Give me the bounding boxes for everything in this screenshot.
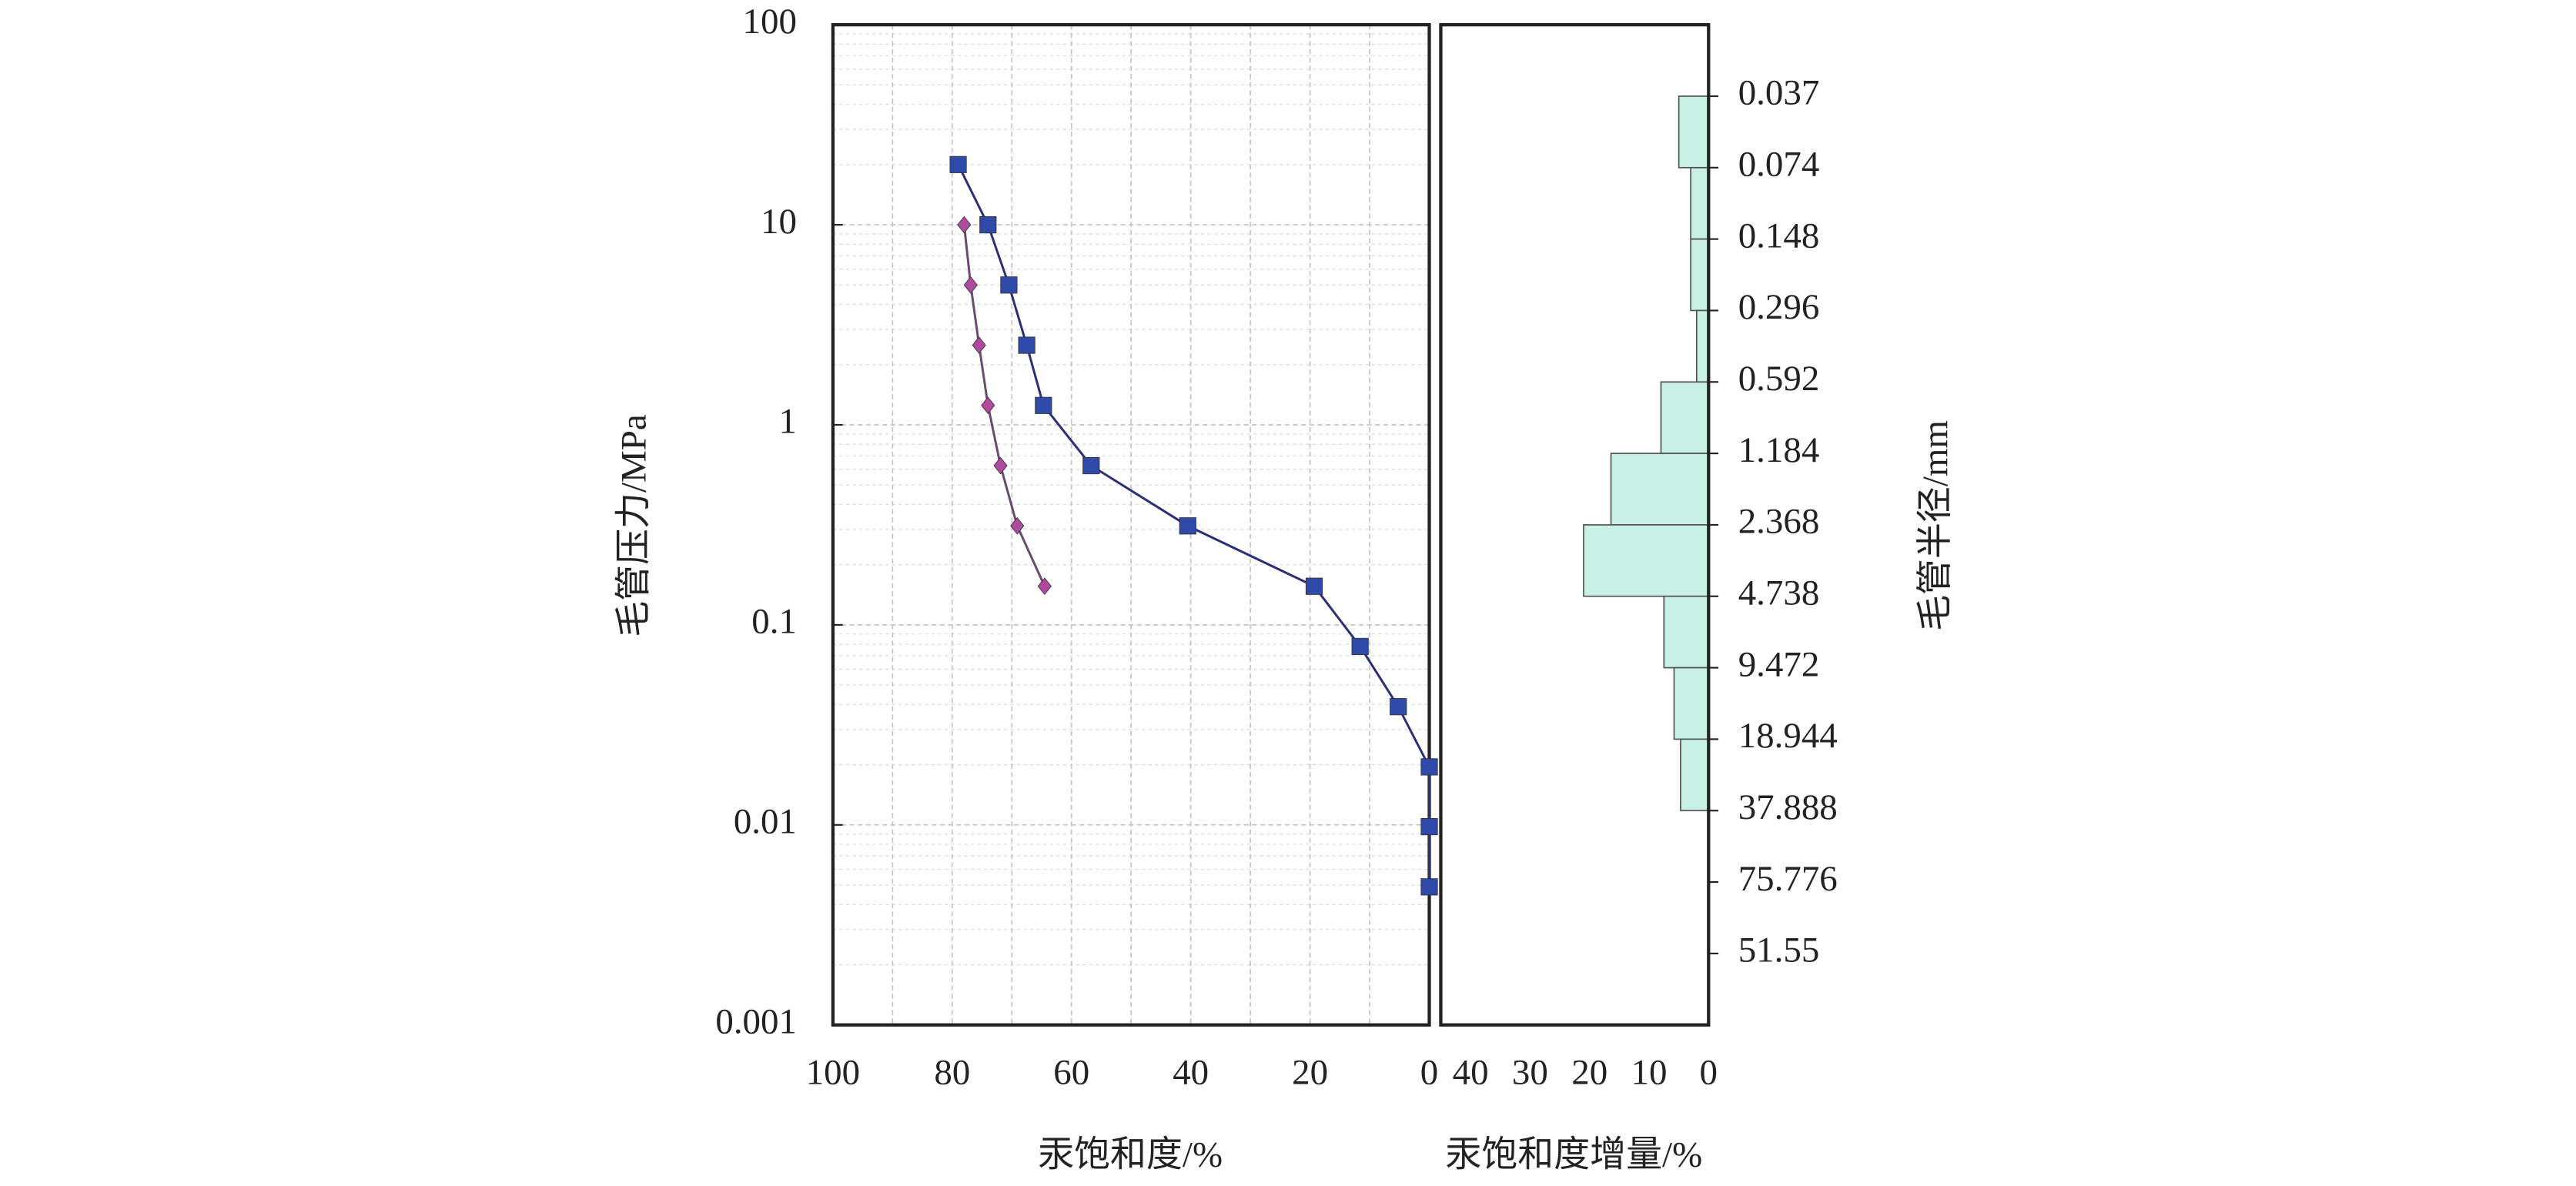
x-tick-label: 100: [806, 1053, 860, 1093]
bar: [1583, 524, 1710, 597]
y-tick-label: 0.01: [734, 802, 797, 842]
y-tick-label: 0.1: [751, 602, 797, 642]
x-tick-label: 60: [1053, 1053, 1089, 1093]
y-tick-label: 2.368: [1738, 502, 1820, 542]
y-tick-label: 0.148: [1738, 215, 1820, 256]
marker: [981, 396, 995, 415]
marker: [993, 456, 1008, 475]
y-tick-label: 1: [778, 402, 796, 442]
plot-frame: [831, 23, 1431, 1027]
bar: [1690, 166, 1710, 240]
marker: [963, 276, 978, 294]
marker: [1018, 336, 1035, 354]
y-tick-label: 51.55: [1738, 930, 1820, 971]
plot-frame: [1439, 23, 1711, 1027]
x-tick-label: 40: [1173, 1053, 1209, 1093]
y-tick-label: 9.472: [1738, 644, 1820, 684]
marker: [1420, 878, 1438, 896]
x-tick-label: 10: [1631, 1053, 1668, 1093]
y-tick-label: 1.184: [1738, 430, 1820, 470]
y-tick-label: 4.738: [1738, 573, 1820, 613]
bar: [1695, 309, 1710, 383]
bar: [1610, 453, 1710, 526]
marker: [949, 155, 967, 173]
bar: [1680, 738, 1710, 812]
bar: [1690, 238, 1710, 312]
y-tick-label: 0.296: [1738, 287, 1820, 327]
x-tick-label: 20: [1571, 1053, 1607, 1093]
bar: [1660, 381, 1710, 454]
x-tick-label: 40: [1453, 1053, 1489, 1093]
y-tick-label: 10: [761, 202, 797, 242]
marker: [1305, 577, 1323, 595]
marker: [1010, 516, 1025, 535]
x-axis-title: 汞饱和度/%: [1038, 1134, 1223, 1174]
y-tick-label: 100: [743, 2, 797, 42]
y-tick-label: 75.776: [1738, 859, 1838, 899]
x-tick-label: 0: [1420, 1053, 1438, 1093]
bar: [1673, 666, 1710, 740]
marker: [1082, 456, 1100, 475]
x-tick-label: 20: [1292, 1053, 1328, 1093]
bar: [1663, 595, 1710, 669]
x-tick-label: 0: [1700, 1053, 1718, 1093]
marker: [979, 215, 997, 234]
y-tick-label: 0.001: [715, 1001, 797, 1041]
y-tick-label: 37.888: [1738, 787, 1838, 827]
y-tick-label: 0.592: [1738, 359, 1820, 399]
marker: [1000, 276, 1018, 294]
bar: [1678, 95, 1710, 169]
marker: [1037, 577, 1052, 596]
marker: [1420, 817, 1438, 836]
y-tick-label: 18.944: [1738, 716, 1838, 756]
x-tick-label: 30: [1512, 1053, 1548, 1093]
marker: [957, 215, 972, 234]
marker: [1390, 698, 1407, 716]
x-tick-label: 80: [934, 1053, 970, 1093]
marker: [1179, 517, 1196, 535]
y-axis-title: 毛管压力/MPa: [614, 414, 654, 637]
marker: [1420, 758, 1438, 776]
y-axis-title: 毛管半径/mm: [1915, 420, 1955, 631]
y-tick-label: 0.074: [1738, 145, 1820, 185]
marker: [1351, 637, 1369, 656]
marker: [1035, 396, 1052, 414]
marker: [972, 336, 986, 354]
x-axis-title: 汞饱和度增量/%: [1445, 1134, 1702, 1174]
y-tick-label: 0.037: [1738, 73, 1820, 113]
